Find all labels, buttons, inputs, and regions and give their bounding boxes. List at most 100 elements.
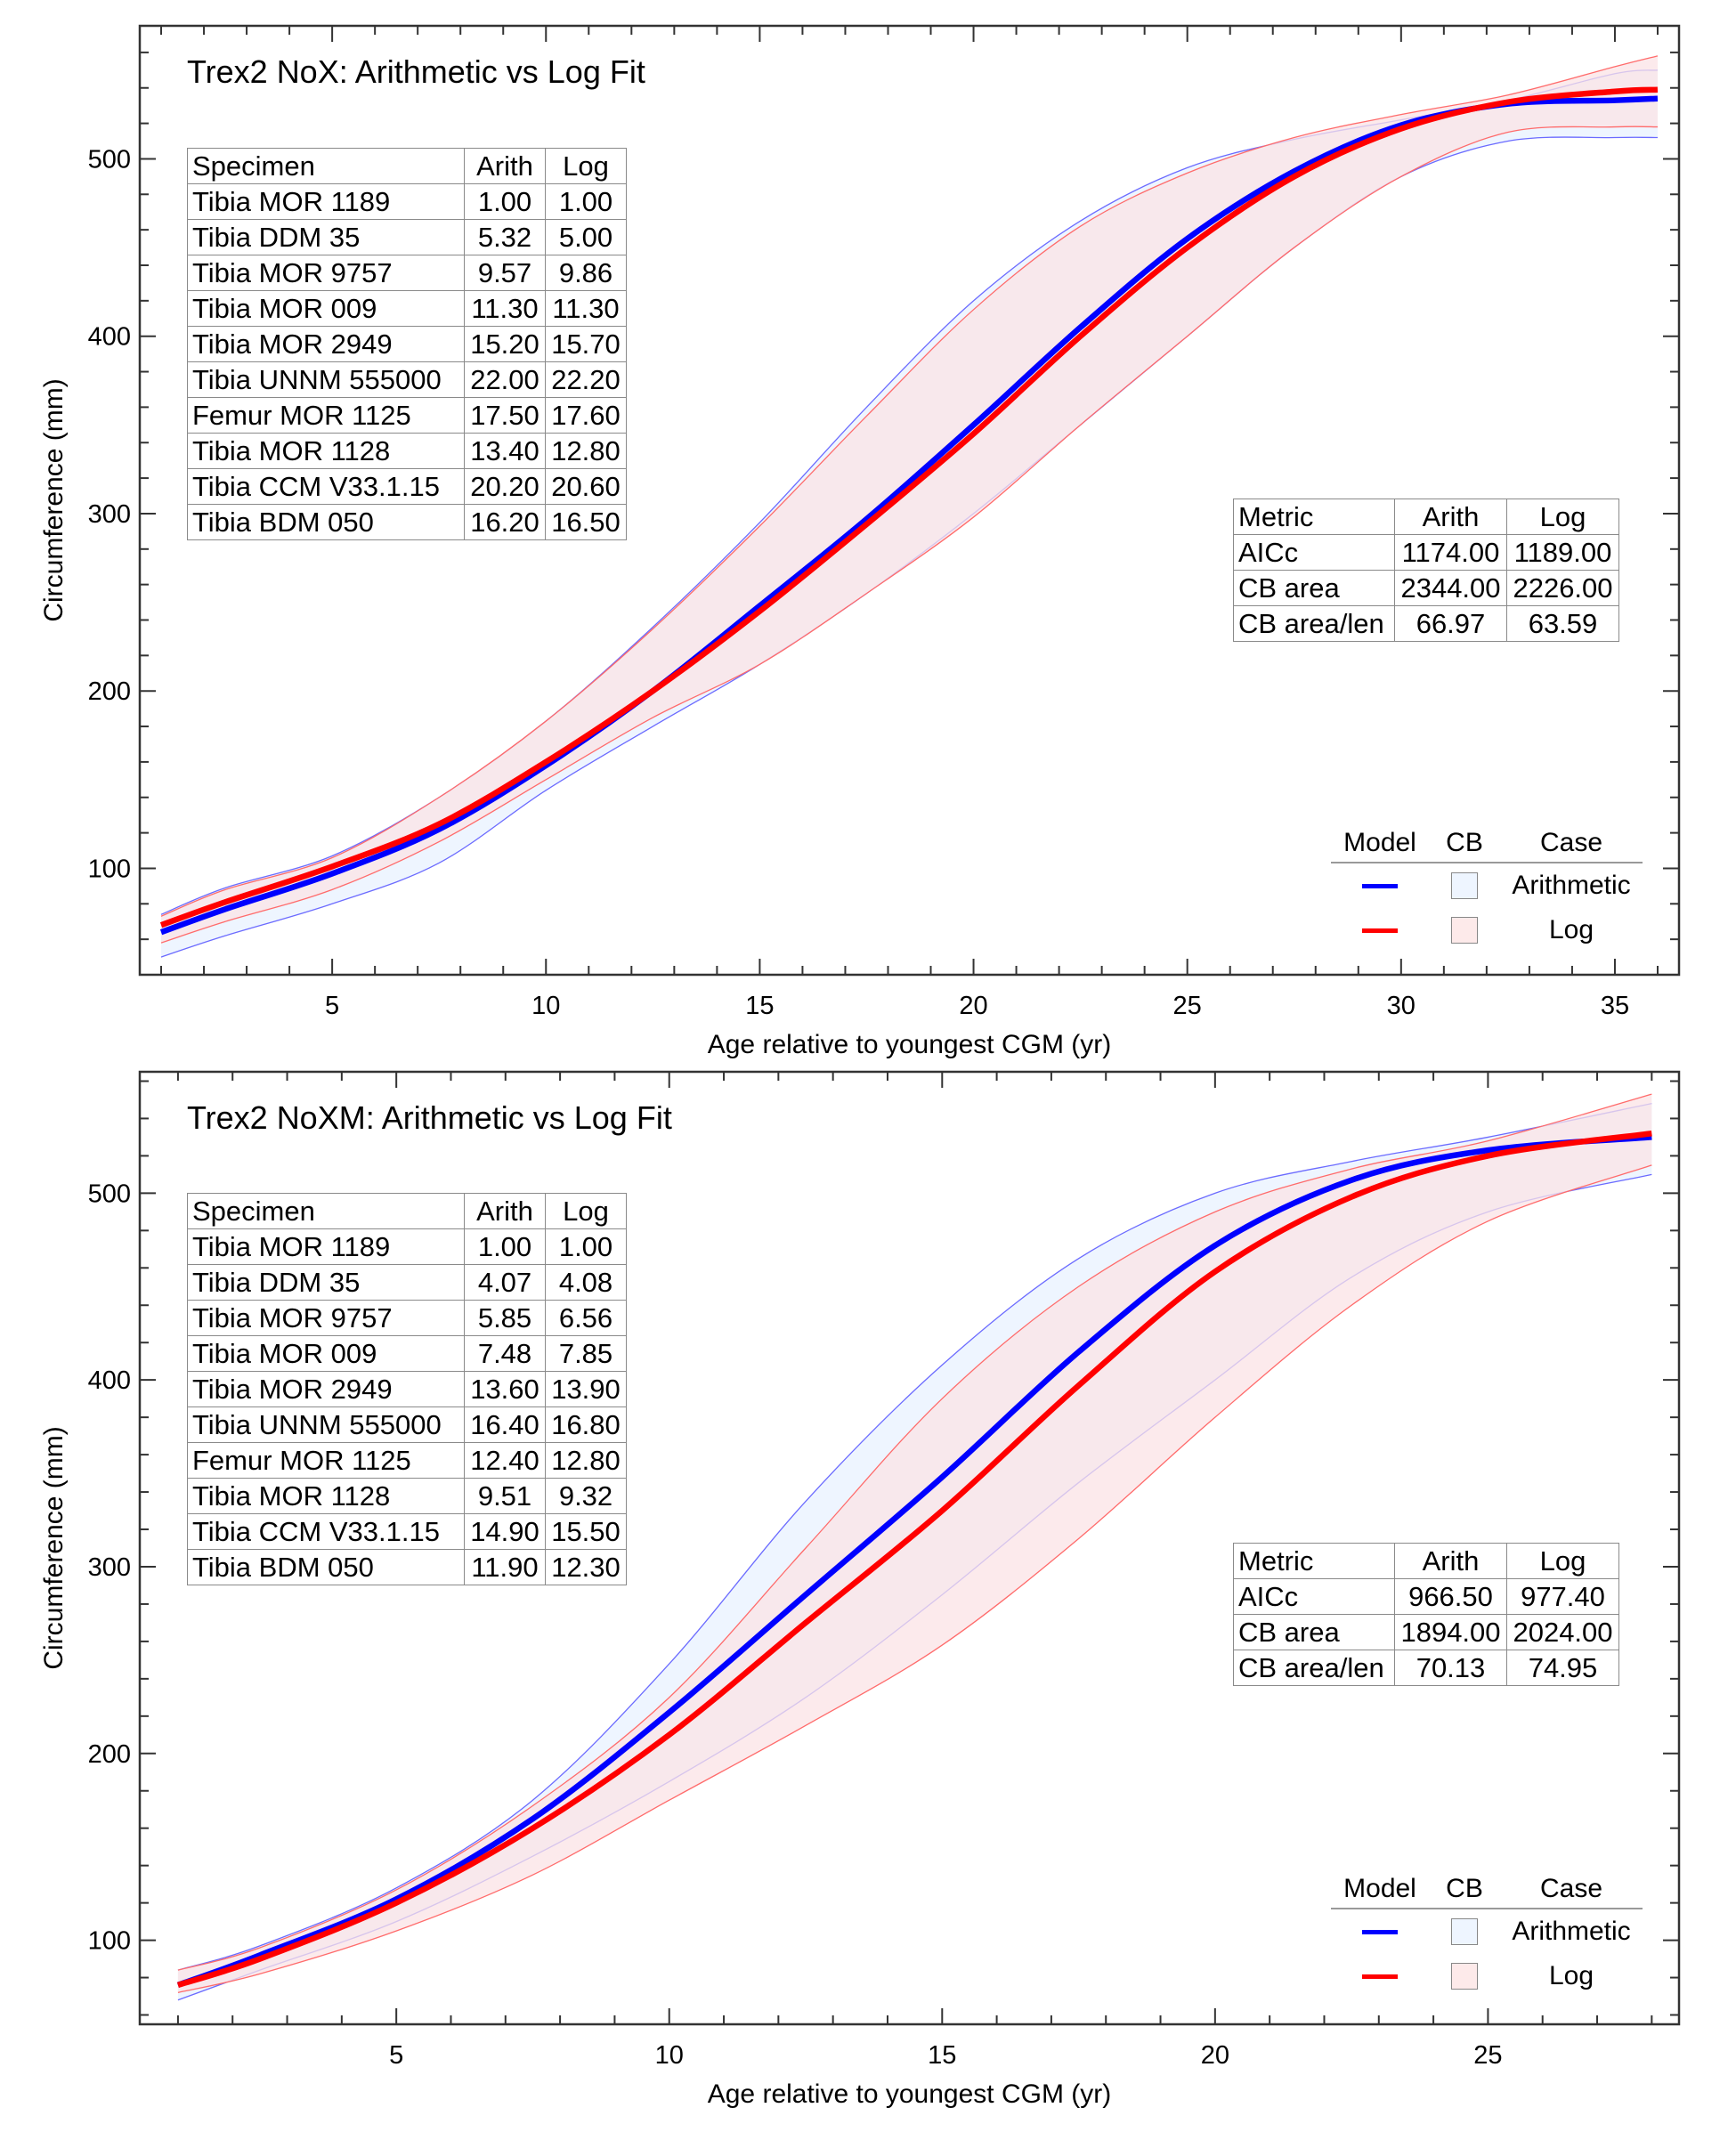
column-header: Log (545, 148, 627, 184)
y-tick-label: 400 (88, 323, 131, 352)
specimen-name-cell: Tibia MOR 1189 (187, 1228, 465, 1265)
chart-panel: 5 10 15 20 25 30 35 100 200 300 400 500 Age relative… (39, 24, 1681, 1059)
arithmetic-fit-line (176, 1134, 1652, 1988)
plot-area (176, 1093, 1652, 2001)
table-row: Tibia MOR 1189 1.00 1.00 (187, 1228, 627, 1265)
column-header: Metric (1233, 499, 1395, 535)
specimen-name-cell: Tibia DDM 35 (187, 1264, 465, 1301)
arith-value-cell: 966.50 (1394, 1578, 1507, 1615)
log-line-swatch (1362, 928, 1398, 933)
table-row: Femur MOR 1125 12.40 12.80 (187, 1442, 627, 1479)
y-tick-label: 100 (88, 1927, 131, 1956)
log-value-cell: 2024.00 (1506, 1614, 1619, 1650)
plot-area (159, 55, 1659, 958)
table-row: AICc 1174.00 1189.00 (1233, 534, 1619, 571)
log-value-cell: 13.90 (545, 1371, 627, 1407)
log-confidence-band-lower-edge (177, 1164, 1652, 1993)
specimen-table: Specimen Arith Log Tibia MOR 1189 1.00 1.0… (187, 148, 627, 540)
log-value-cell: 4.08 (545, 1264, 627, 1301)
legend-header-case: Case (1539, 1874, 1603, 1903)
specimen-name-cell: Tibia BDM 050 (187, 504, 465, 540)
table-row: AICc 966.50 977.40 (1233, 1578, 1619, 1615)
table-row: Tibia MOR 1128 9.51 9.32 (187, 1478, 627, 1514)
log-value-cell: 63.59 (1506, 605, 1619, 642)
arith-value-cell: 15.20 (464, 326, 546, 362)
specimen-name-cell: Tibia UNNM 555000 (187, 361, 465, 398)
table-row: Tibia MOR 009 11.30 11.30 (187, 290, 627, 327)
arith-value-cell: 16.20 (464, 504, 546, 540)
y-tick-label: 300 (88, 1553, 131, 1582)
log-confidence-band-upper-edge (160, 55, 1659, 917)
column-header: Arith (464, 1193, 546, 1229)
arithmetic-cb-swatch (1451, 1918, 1478, 1945)
arith-value-cell: 1894.00 (1394, 1614, 1507, 1650)
arith-value-cell: 14.90 (464, 1513, 546, 1550)
y-tick-label: 200 (88, 1740, 131, 1769)
plot-frame (138, 1070, 1681, 2026)
arithmetic-cb-swatch (1451, 872, 1478, 899)
y-tick-label: 200 (88, 677, 131, 706)
table-row: CB area/len 66.97 63.59 (1233, 605, 1619, 642)
arith-value-cell: 70.13 (1394, 1650, 1507, 1686)
metric-name-cell: AICc (1233, 534, 1395, 571)
column-header: Specimen (187, 1193, 465, 1229)
log-confidence-band (161, 55, 1658, 944)
legend-header: Model CB Case (1331, 828, 1643, 863)
table-header-row: Specimen Arith Log (187, 1193, 627, 1229)
log-value-cell: 15.50 (545, 1513, 627, 1550)
column-header: Metric (1233, 1543, 1395, 1579)
legend: Model CB Case Arithmetic Log (1331, 1874, 1643, 1998)
legend-header-cb: CB (1446, 828, 1483, 857)
column-header: Log (545, 1193, 627, 1229)
log-value-cell: 12.80 (545, 433, 627, 469)
arith-value-cell: 11.30 (464, 290, 546, 327)
log-confidence-band-upper-edge (177, 1093, 1652, 1971)
log-value-cell: 2226.00 (1506, 570, 1619, 606)
log-value-cell: 20.60 (545, 468, 627, 505)
specimen-name-cell: Femur MOR 1125 (187, 397, 465, 434)
legend-header-model: Model (1343, 828, 1416, 857)
log-value-cell: 977.40 (1506, 1578, 1619, 1615)
arithmetic-line-swatch (1362, 1929, 1398, 1934)
log-value-cell: 9.86 (545, 255, 627, 291)
x-tick-label: 30 (1387, 992, 1416, 1020)
table-row: Tibia MOR 1189 1.00 1.00 (187, 183, 627, 220)
log-value-cell: 12.80 (545, 1442, 627, 1479)
x-tick-label: 5 (389, 2041, 403, 2070)
specimen-name-cell: Tibia CCM V33.1.15 (187, 1513, 465, 1550)
arithmetic-line-swatch (1362, 883, 1398, 888)
metric-name-cell: AICc (1233, 1578, 1395, 1615)
column-header: Arith (1394, 1543, 1507, 1579)
specimen-name-cell: Tibia MOR 1128 (187, 1478, 465, 1514)
x-tick-label: 35 (1601, 992, 1629, 1020)
specimen-name-cell: Tibia MOR 9757 (187, 255, 465, 291)
arith-value-cell: 2344.00 (1394, 570, 1507, 606)
table-row: Tibia BDM 050 11.90 12.30 (187, 1549, 627, 1585)
specimen-name-cell: Femur MOR 1125 (187, 1442, 465, 1479)
log-line-swatch (1362, 1974, 1398, 1979)
table-row: CB area 2344.00 2226.00 (1233, 570, 1619, 606)
table-row: Tibia MOR 9757 5.85 6.56 (187, 1300, 627, 1336)
legend-entry-arithmetic: Arithmetic (1331, 863, 1643, 908)
metric-name-cell: CB area (1233, 1614, 1395, 1650)
x-tick-label: 20 (959, 992, 987, 1020)
x-tick-label: 10 (655, 2041, 684, 2070)
y-tick-label: 500 (88, 1179, 131, 1208)
legend-header-cb: CB (1446, 1874, 1483, 1903)
arith-value-cell: 7.48 (464, 1335, 546, 1372)
log-confidence-band (177, 1094, 1652, 1993)
log-value-cell: 22.20 (545, 361, 627, 398)
log-cb-swatch (1451, 917, 1478, 944)
arith-value-cell: 9.57 (464, 255, 546, 291)
log-fit-line (159, 86, 1659, 928)
arith-value-cell: 1174.00 (1394, 534, 1507, 571)
y-tick-label: 400 (88, 1366, 131, 1395)
metric-table: Metric Arith Log AICc 1174.00 1189.00 CB ar… (1233, 499, 1619, 642)
table-row: Tibia MOR 9757 9.57 9.86 (187, 255, 627, 291)
y-tick-label: 100 (88, 855, 131, 883)
column-header: Log (1506, 499, 1619, 535)
log-value-cell: 5.00 (545, 219, 627, 255)
y-axis-label: Circumference (mm) (39, 1426, 69, 1669)
table-row: Tibia DDM 35 4.07 4.08 (187, 1264, 627, 1301)
